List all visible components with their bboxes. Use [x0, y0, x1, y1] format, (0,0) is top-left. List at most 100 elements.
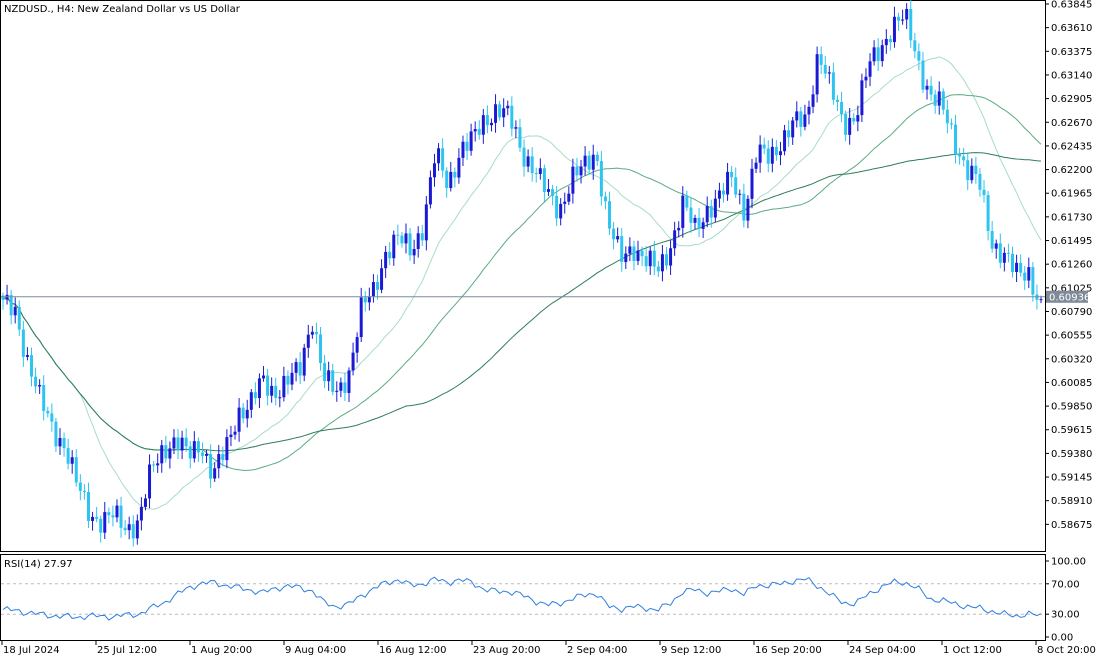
rsi-level-label: 70.00: [1051, 579, 1080, 590]
candle: [66, 438, 70, 470]
candle: [184, 428, 188, 452]
candle: [396, 224, 400, 246]
candle: [1011, 246, 1015, 278]
candle: [331, 363, 335, 396]
candle: [730, 165, 734, 188]
candle: [583, 146, 587, 176]
candle: [823, 56, 827, 79]
candle: [705, 196, 709, 228]
candle: [257, 373, 261, 408]
candle: [1027, 257, 1031, 289]
rsi-level-label: 100.00: [1051, 557, 1086, 568]
candle: [933, 89, 937, 114]
candle: [17, 300, 21, 336]
candle: [335, 381, 339, 402]
candle: [958, 147, 962, 165]
candle: [91, 511, 95, 531]
candle: [502, 98, 506, 128]
candle: [689, 197, 693, 233]
candle: [799, 107, 803, 137]
candle: [192, 431, 196, 463]
price-tick-label: 0.63375: [1051, 47, 1092, 58]
candle: [249, 389, 253, 418]
candle: [917, 43, 921, 71]
current-price-label: 0.60936: [1049, 292, 1090, 303]
candle: [994, 239, 998, 259]
time-tick-label: 23 Aug 20:00: [473, 645, 540, 656]
candle: [892, 6, 896, 48]
price-tick-label: 0.62905: [1051, 94, 1092, 105]
candle: [25, 347, 29, 361]
candle: [95, 506, 99, 523]
candle: [803, 104, 807, 131]
candle: [754, 157, 758, 174]
price-tick-label: 0.61025: [1051, 283, 1092, 294]
candle: [880, 39, 884, 67]
candle: [624, 246, 628, 269]
price-tick-label: 0.60790: [1051, 307, 1092, 318]
candle: [681, 186, 685, 238]
candle: [807, 100, 811, 125]
candle: [302, 343, 306, 382]
candle: [998, 233, 1002, 269]
candle: [701, 217, 705, 238]
candle: [380, 259, 384, 294]
candle: [123, 520, 127, 536]
candle: [636, 240, 640, 266]
candle: [774, 139, 778, 161]
candle: [5, 284, 9, 305]
time-tick-label: 16 Sep 20:00: [755, 645, 822, 656]
candle: [127, 516, 131, 540]
candle: [213, 462, 217, 482]
candle: [709, 199, 713, 228]
candle: [237, 398, 241, 442]
candle: [844, 110, 848, 142]
rsi-line: [2, 576, 1042, 621]
candle: [323, 355, 327, 389]
time-tick-label: 9 Aug 04:00: [285, 645, 346, 656]
candle: [457, 148, 461, 184]
rsi-title: RSI(14) 27.97: [4, 559, 73, 570]
candle: [538, 158, 542, 180]
candle: [392, 230, 396, 266]
candle: [441, 138, 445, 178]
candle: [640, 246, 644, 267]
price-tick-label: 0.63140: [1051, 70, 1092, 81]
candle: [473, 121, 477, 142]
candle: [1023, 265, 1027, 291]
candle: [673, 221, 677, 256]
candle: [542, 164, 546, 202]
candle: [327, 361, 331, 391]
candle: [717, 182, 721, 208]
candle: [1006, 243, 1010, 263]
candle: [481, 108, 485, 144]
time-tick-label: 16 Aug 12:00: [379, 645, 446, 656]
candle: [82, 484, 86, 500]
candle: [534, 167, 538, 183]
candle: [962, 147, 966, 167]
candle: [286, 370, 290, 395]
candle: [339, 377, 343, 398]
candle: [734, 167, 738, 198]
candle: [616, 227, 620, 243]
candle: [29, 347, 33, 387]
candle: [603, 191, 607, 210]
candle: [225, 429, 229, 469]
candle: [1019, 254, 1023, 277]
candle: [221, 446, 225, 467]
candle: [62, 432, 66, 457]
candle: [205, 449, 209, 463]
candle: [990, 220, 994, 253]
moving-averages: [2, 56, 1042, 510]
candle: [168, 441, 172, 469]
candle: [477, 120, 481, 140]
candle: [143, 494, 147, 511]
candle: [156, 453, 160, 473]
candle: [188, 440, 192, 469]
candle: [620, 228, 624, 272]
candle: [489, 118, 493, 132]
candle: [34, 367, 38, 394]
candle: [860, 73, 864, 123]
candle: [367, 287, 371, 311]
candle: [196, 437, 200, 462]
